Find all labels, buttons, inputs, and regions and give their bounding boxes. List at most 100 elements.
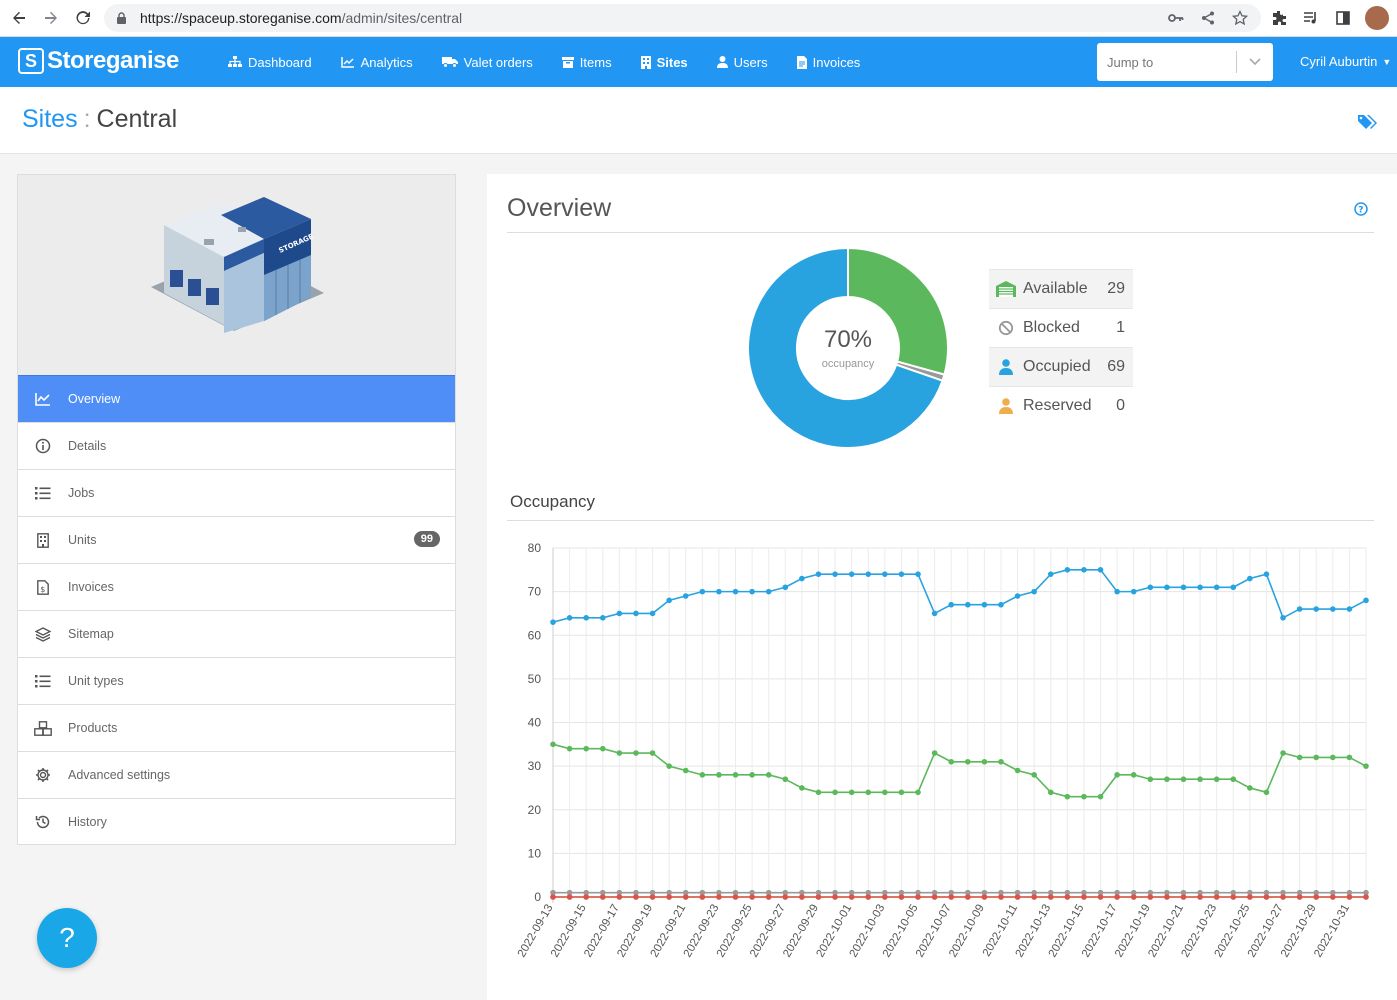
bookmark-star-icon[interactable]	[1229, 8, 1251, 28]
data-point	[1363, 597, 1369, 604]
sidebar-item-jobs[interactable]: Jobs	[18, 469, 455, 516]
breadcrumb-sites-link[interactable]: Sites	[22, 105, 78, 133]
data-point	[882, 571, 888, 577]
chevron-down-icon[interactable]	[1237, 58, 1273, 66]
user-icon	[716, 56, 728, 68]
sidebar-item-sitemap[interactable]: Sitemap	[18, 610, 455, 657]
data-point	[1313, 606, 1320, 612]
garage-icon	[989, 281, 1023, 297]
profile-avatar-icon[interactable]	[1365, 6, 1389, 30]
sidebar-item-unit-types[interactable]: Unit types	[18, 657, 455, 704]
data-point	[1247, 889, 1253, 896]
data-point	[1230, 776, 1237, 783]
sidebar-item-history[interactable]: History	[18, 798, 455, 845]
data-point	[931, 610, 938, 617]
data-point	[599, 745, 606, 752]
data-point	[1197, 889, 1203, 896]
data-point	[915, 789, 921, 796]
data-point	[1330, 894, 1336, 900]
data-point	[1114, 894, 1120, 900]
reload-icon[interactable]	[67, 2, 99, 34]
data-point	[1081, 889, 1087, 896]
data-point	[1130, 588, 1137, 595]
help-button[interactable]: ?	[37, 908, 97, 968]
sidebar-item-invoices[interactable]: $ Invoices	[18, 563, 455, 610]
jump-to-select[interactable]: Jump to	[1097, 43, 1273, 81]
invoice-icon: $	[18, 579, 68, 595]
data-point	[799, 575, 805, 582]
media-icon[interactable]	[1301, 7, 1321, 29]
nav-valet-orders[interactable]: Valet orders	[441, 55, 533, 70]
data-point	[882, 894, 888, 900]
nav-items[interactable]: Items	[561, 55, 612, 70]
nav-sites[interactable]: Sites	[640, 55, 688, 70]
series-0	[550, 567, 1369, 625]
data-point	[1296, 606, 1303, 612]
back-icon[interactable]	[3, 2, 35, 34]
data-point	[815, 889, 822, 896]
data-point	[1330, 754, 1336, 761]
page-title: Central	[96, 105, 178, 133]
forward-icon[interactable]	[35, 2, 67, 34]
data-point	[616, 750, 623, 756]
nav-dashboard[interactable]: Dashboard	[228, 55, 312, 70]
sidebar-item-products[interactable]: Products	[18, 704, 455, 751]
data-point	[1014, 894, 1021, 900]
data-point	[1031, 894, 1037, 900]
line-chart-icon	[18, 392, 68, 406]
data-point	[782, 894, 789, 900]
data-point	[1064, 889, 1071, 896]
data-point	[699, 894, 706, 900]
tags-icon[interactable]	[1358, 114, 1378, 135]
sidebar-item-advanced-settings[interactable]: Advanced settings	[18, 751, 455, 798]
top-nav: Dashboard Analytics Valet orders Items S…	[228, 37, 889, 87]
nav-invoices[interactable]: Invoices	[796, 55, 860, 70]
data-point	[1031, 772, 1037, 778]
y-tick-label: 50	[528, 672, 542, 686]
sidebar-item-overview[interactable]: Overview	[18, 375, 455, 422]
data-point	[1313, 754, 1320, 761]
data-point	[848, 894, 855, 900]
data-point	[732, 894, 739, 900]
data-point	[1363, 894, 1369, 900]
x-tick-label: 2022-10-31	[1312, 903, 1352, 960]
data-point	[550, 894, 556, 900]
y-tick-label: 30	[528, 759, 542, 773]
address-bar[interactable]: https://spaceup.storeganise.com/admin/si…	[104, 4, 1261, 32]
data-point	[1180, 584, 1187, 591]
data-point	[765, 894, 772, 900]
gear-icon	[18, 767, 68, 783]
nav-users[interactable]: Users	[716, 55, 768, 70]
data-point	[1230, 894, 1237, 900]
data-point	[1330, 606, 1336, 612]
user-menu[interactable]: Cyril Auburtin ▼	[1300, 54, 1392, 69]
data-point	[998, 758, 1004, 765]
data-point	[1346, 894, 1353, 900]
side-panel-icon[interactable]	[1333, 7, 1353, 29]
data-point	[848, 889, 855, 896]
data-point	[649, 750, 656, 756]
nav-analytics[interactable]: Analytics	[340, 55, 413, 70]
extensions-icon[interactable]	[1269, 7, 1289, 29]
building-icon	[640, 55, 651, 69]
share-icon[interactable]	[1197, 8, 1219, 28]
sidebar-item-units[interactable]: Units 99	[18, 516, 455, 563]
question-circle-icon[interactable]: ?	[1354, 202, 1368, 221]
data-point	[964, 894, 971, 900]
data-point	[832, 571, 838, 577]
data-point	[749, 889, 755, 896]
key-icon[interactable]	[1165, 8, 1187, 28]
sidebar-item-details[interactable]: Details	[18, 422, 455, 469]
data-point	[1330, 889, 1336, 896]
data-point	[1180, 894, 1187, 900]
data-point	[964, 889, 971, 896]
user-icon	[989, 359, 1023, 375]
data-point	[1247, 785, 1253, 791]
list-icon	[18, 486, 68, 500]
data-point	[732, 772, 739, 778]
occupancy-percentage: 70%	[823, 326, 873, 353]
data-point	[1031, 889, 1037, 896]
brand-logo[interactable]: S Storeganise	[18, 47, 179, 75]
data-point	[682, 593, 689, 599]
data-point	[749, 894, 755, 900]
